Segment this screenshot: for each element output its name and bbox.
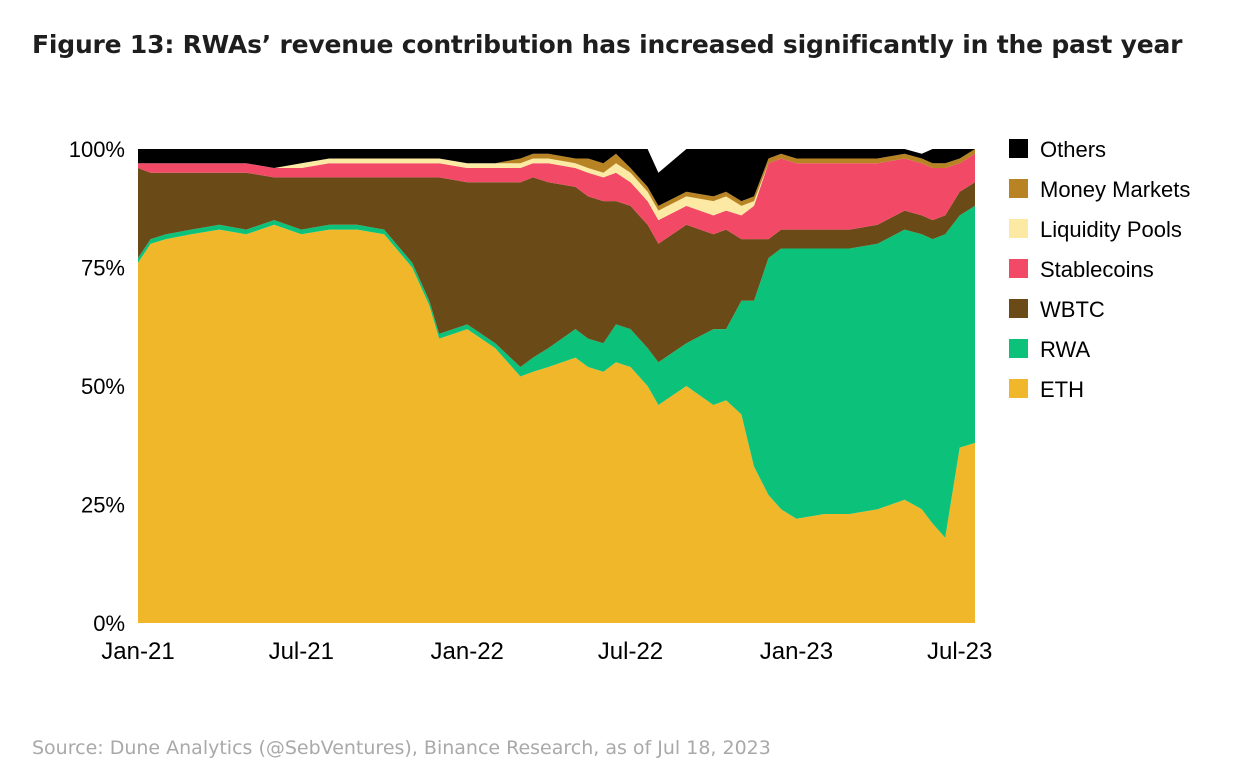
area-eth	[138, 224, 975, 624]
x-tick-label: Jan-22	[431, 638, 504, 665]
x-axis: Jan-21 Jul-21 Jan-22 Jul-22 Jan-23 Jul-23	[101, 638, 992, 665]
legend-label: WBTC	[1040, 297, 1105, 322]
legend-swatch	[1009, 259, 1028, 278]
legend-swatch	[1009, 339, 1028, 358]
area-stablecoins	[138, 153, 975, 244]
legend-swatch	[1009, 379, 1028, 398]
chart-title: Figure 13: RWAs’ revenue contribution ha…	[32, 30, 1183, 59]
legend-item-money-markets: Money Markets	[1009, 177, 1190, 202]
legend-item-eth: ETH	[1009, 377, 1084, 402]
area-series-group	[138, 149, 975, 624]
y-tick-label: 100%	[69, 137, 125, 162]
y-tick-label: 0%	[93, 611, 125, 636]
area-wbtc	[138, 168, 975, 367]
stacked-area-chart: 0% 25% 50% 75% 100% Jan-21 Jul-21 Jan-22 Jul-22…	[69, 137, 1191, 665]
legend-label: RWA	[1040, 337, 1090, 362]
y-tick-label: 25%	[81, 493, 125, 518]
legend-swatch	[1009, 299, 1028, 318]
legend-item-others: Others	[1009, 137, 1106, 162]
legend: Others Money Markets Liquidity Pools Stable…	[1009, 137, 1190, 402]
x-tick-label: Jul-23	[927, 638, 992, 665]
legend-label: Others	[1040, 137, 1106, 162]
x-tick-label: Jul-22	[598, 638, 663, 665]
y-tick-label: 75%	[81, 256, 125, 281]
x-tick-label: Jan-23	[760, 638, 833, 665]
area-others	[138, 149, 975, 206]
legend-label: Stablecoins	[1040, 257, 1154, 282]
area-rwa	[138, 205, 975, 538]
legend-item-wbtc: WBTC	[1009, 297, 1105, 322]
x-tick-label: Jan-21	[101, 638, 174, 665]
legend-swatch	[1009, 139, 1028, 158]
legend-swatch	[1009, 179, 1028, 198]
legend-item-stablecoins: Stablecoins	[1009, 257, 1154, 282]
source-note: Source: Dune Analytics (@SebVentures), B…	[32, 737, 771, 759]
legend-label: Liquidity Pools	[1040, 217, 1182, 242]
legend-label: Money Markets	[1040, 177, 1190, 202]
legend-item-liquidity-pools: Liquidity Pools	[1009, 217, 1182, 242]
y-tick-label: 50%	[81, 374, 125, 399]
legend-item-rwa: RWA	[1009, 337, 1090, 362]
legend-swatch	[1009, 219, 1028, 238]
legend-label: ETH	[1040, 377, 1084, 402]
y-axis: 0% 25% 50% 75% 100%	[69, 137, 125, 636]
x-tick-label: Jul-21	[269, 638, 334, 665]
